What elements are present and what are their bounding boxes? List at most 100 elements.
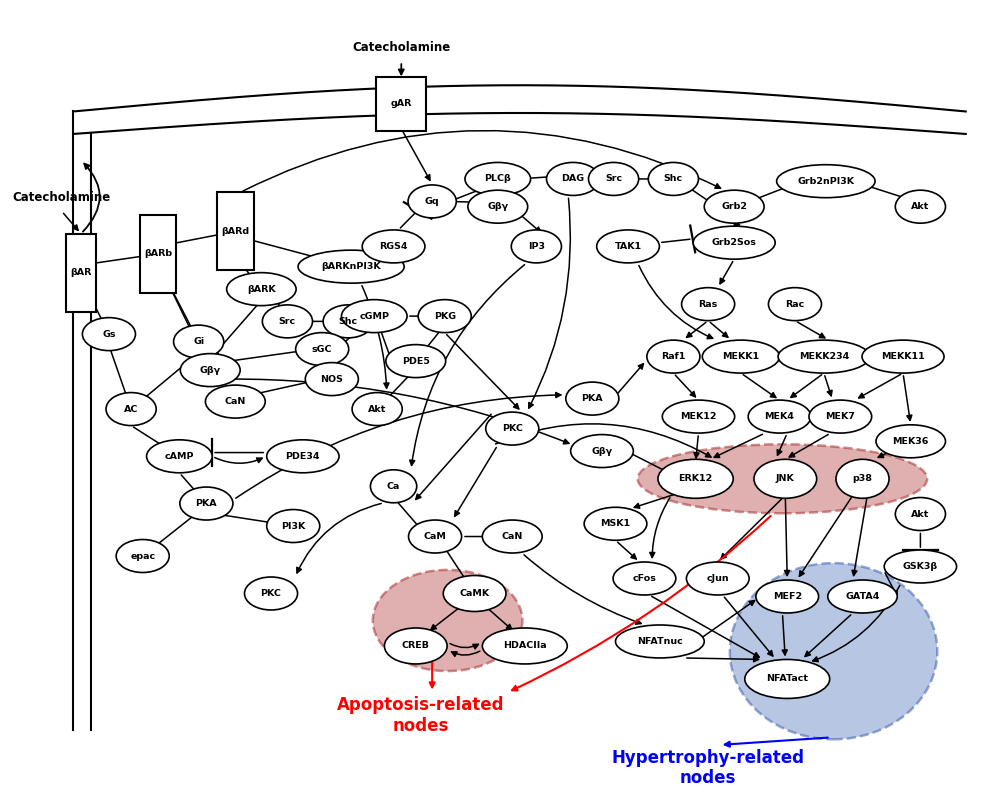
- Text: MEKK234: MEKK234: [799, 352, 849, 361]
- Ellipse shape: [511, 230, 561, 263]
- Text: Gi: Gi: [193, 337, 204, 346]
- FancyBboxPatch shape: [217, 192, 254, 271]
- Text: Akt: Akt: [911, 202, 930, 211]
- Text: cJun: cJun: [707, 574, 729, 583]
- Text: Shc: Shc: [664, 175, 683, 183]
- Text: Gs: Gs: [102, 330, 116, 338]
- Text: PKC: PKC: [260, 589, 281, 598]
- Text: CaN: CaN: [501, 532, 523, 541]
- Ellipse shape: [658, 459, 733, 499]
- Ellipse shape: [205, 385, 265, 418]
- FancyBboxPatch shape: [376, 77, 427, 131]
- Text: βARd: βARd: [221, 227, 250, 236]
- Ellipse shape: [836, 459, 889, 499]
- Text: βAR: βAR: [70, 268, 91, 277]
- Ellipse shape: [352, 392, 402, 426]
- Ellipse shape: [146, 440, 212, 472]
- Ellipse shape: [570, 434, 633, 468]
- Text: MEKK1: MEKK1: [723, 352, 760, 361]
- Text: JNK: JNK: [776, 474, 794, 484]
- Text: MEK7: MEK7: [826, 412, 855, 421]
- Text: Ca: Ca: [387, 482, 400, 491]
- Text: Grb2: Grb2: [722, 202, 747, 211]
- Ellipse shape: [649, 163, 699, 195]
- Ellipse shape: [896, 191, 946, 223]
- Ellipse shape: [386, 345, 445, 378]
- Text: GSK3β: GSK3β: [902, 562, 938, 571]
- Text: PKG: PKG: [434, 311, 456, 321]
- Ellipse shape: [362, 230, 425, 263]
- Ellipse shape: [615, 625, 704, 658]
- Text: PKC: PKC: [501, 424, 523, 433]
- Ellipse shape: [245, 577, 298, 610]
- Ellipse shape: [465, 163, 531, 195]
- Ellipse shape: [754, 459, 817, 499]
- Text: epac: epac: [130, 552, 155, 561]
- Text: Grb2nPI3K: Grb2nPI3K: [797, 177, 854, 186]
- Ellipse shape: [373, 570, 522, 671]
- Text: Grb2Sos: Grb2Sos: [712, 238, 757, 247]
- FancyBboxPatch shape: [66, 233, 96, 311]
- Ellipse shape: [384, 628, 447, 664]
- Text: gAR: gAR: [390, 99, 412, 109]
- Text: NOS: NOS: [320, 375, 343, 384]
- Text: PDE5: PDE5: [402, 357, 430, 365]
- Text: CaN: CaN: [225, 397, 246, 406]
- Ellipse shape: [116, 539, 169, 572]
- Text: GATA4: GATA4: [845, 592, 880, 601]
- Ellipse shape: [779, 340, 870, 373]
- Text: Hypertrophy-related
nodes: Hypertrophy-related nodes: [611, 749, 805, 788]
- Text: MSK1: MSK1: [601, 519, 630, 528]
- Ellipse shape: [828, 580, 897, 613]
- Ellipse shape: [702, 340, 780, 373]
- Ellipse shape: [486, 412, 539, 445]
- Ellipse shape: [584, 507, 647, 540]
- Ellipse shape: [262, 305, 313, 338]
- Text: Apoptosis-related
nodes: Apoptosis-related nodes: [337, 696, 504, 735]
- Text: βARb: βARb: [145, 249, 172, 258]
- Ellipse shape: [647, 340, 700, 373]
- Ellipse shape: [638, 445, 927, 513]
- Text: CaMK: CaMK: [460, 589, 490, 598]
- Ellipse shape: [613, 562, 675, 595]
- Ellipse shape: [809, 400, 872, 433]
- Text: TAK1: TAK1: [614, 242, 642, 251]
- Ellipse shape: [597, 230, 660, 263]
- Ellipse shape: [409, 520, 462, 553]
- Ellipse shape: [227, 272, 296, 306]
- Ellipse shape: [862, 340, 944, 373]
- Ellipse shape: [306, 363, 359, 395]
- Text: Gq: Gq: [425, 197, 439, 206]
- Ellipse shape: [483, 628, 567, 664]
- Text: sGC: sGC: [312, 345, 332, 353]
- Ellipse shape: [693, 226, 776, 259]
- Ellipse shape: [566, 382, 619, 415]
- Ellipse shape: [408, 185, 456, 218]
- Ellipse shape: [483, 520, 543, 553]
- Text: MEF2: MEF2: [773, 592, 802, 601]
- Ellipse shape: [681, 287, 734, 321]
- Ellipse shape: [729, 563, 937, 739]
- Text: Gβγ: Gβγ: [592, 446, 612, 456]
- Text: MEKK11: MEKK11: [881, 352, 925, 361]
- Ellipse shape: [106, 392, 156, 426]
- Text: p38: p38: [852, 474, 873, 484]
- Ellipse shape: [296, 333, 349, 365]
- Text: cFos: cFos: [632, 574, 657, 583]
- Ellipse shape: [777, 164, 875, 198]
- Ellipse shape: [663, 400, 734, 433]
- Ellipse shape: [371, 470, 417, 503]
- Ellipse shape: [83, 318, 136, 351]
- Text: NFATnuc: NFATnuc: [637, 637, 683, 646]
- Text: Gβγ: Gβγ: [200, 365, 221, 375]
- Ellipse shape: [266, 440, 339, 472]
- Ellipse shape: [704, 191, 764, 223]
- Ellipse shape: [443, 576, 506, 611]
- Ellipse shape: [885, 550, 956, 583]
- Text: HDACIIa: HDACIIa: [503, 642, 547, 650]
- Text: cGMP: cGMP: [359, 311, 389, 321]
- Text: MEK36: MEK36: [893, 437, 929, 445]
- Text: RGS4: RGS4: [379, 242, 408, 251]
- Text: NFATact: NFATact: [766, 674, 808, 684]
- Ellipse shape: [180, 487, 233, 520]
